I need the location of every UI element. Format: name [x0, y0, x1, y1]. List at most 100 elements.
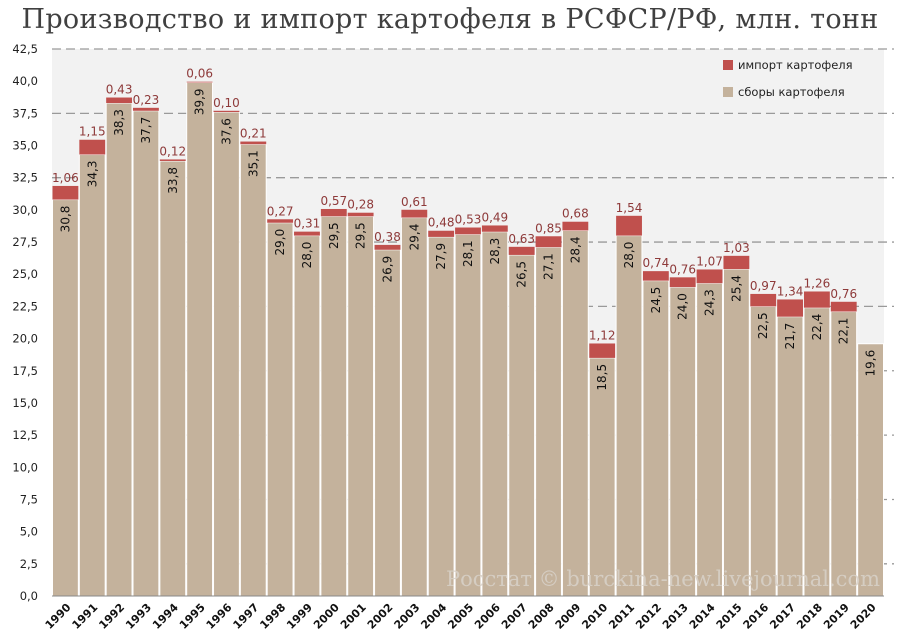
production-data-label: 22,1 [837, 318, 851, 345]
x-tick-label: 2003 [392, 601, 423, 632]
bar-import [106, 97, 133, 104]
x-tick-label: 1993 [123, 601, 154, 632]
bar-production [78, 154, 106, 597]
y-tick-label: 20,0 [12, 332, 38, 346]
bar-import [294, 231, 320, 236]
x-tick-label: 1999 [284, 601, 315, 632]
bar-production [454, 233, 482, 597]
y-tick-label: 42,5 [12, 42, 38, 56]
x-tick-label: 1996 [204, 601, 235, 632]
bar-import [803, 291, 830, 308]
production-data-label: 29,4 [407, 224, 421, 251]
bar-import [52, 185, 79, 200]
import-data-label: 0,21 [240, 127, 267, 141]
bar-import [723, 255, 750, 270]
bar-import [79, 139, 106, 155]
production-data-label: 18,5 [595, 364, 609, 391]
x-tick-label: 1997 [231, 601, 262, 632]
bar-import [320, 208, 347, 217]
bar-production [105, 102, 133, 597]
x-tick-label: 1998 [257, 601, 288, 632]
watermark: Росстат © burckina-new.livejournal.com [446, 567, 880, 591]
bar-import [347, 212, 374, 217]
legend-label-import: импорт картофеля [738, 58, 853, 72]
bar-production [159, 160, 187, 597]
import-data-label: 0,27 [267, 204, 294, 218]
bar-production [588, 357, 616, 597]
production-data-label: 27,9 [434, 243, 448, 270]
production-data-label: 37,7 [139, 117, 153, 144]
x-tick-label: 2015 [714, 601, 745, 632]
production-data-label: 28,0 [622, 242, 636, 269]
bar-production [52, 199, 79, 597]
bar-production [857, 343, 885, 597]
x-tick-label: 1991 [70, 601, 101, 632]
y-tick-label: 10,0 [12, 460, 38, 474]
y-tick-label: 7,5 [20, 492, 38, 506]
bar-production [830, 311, 858, 597]
bar-production [776, 316, 804, 597]
bar-production [400, 217, 428, 597]
bar-import [240, 141, 267, 145]
bar-production [696, 282, 723, 597]
import-data-label: 1,15 [79, 125, 106, 139]
production-data-label: 24,0 [676, 293, 690, 320]
bar-import [696, 269, 723, 284]
bar-import [213, 110, 240, 113]
import-data-label: 0,48 [428, 216, 455, 230]
y-tick-label: 2,5 [20, 557, 38, 571]
import-data-label: 1,03 [723, 241, 750, 255]
bar-import [133, 107, 159, 111]
x-tick-label: 2002 [365, 601, 396, 632]
import-data-label: 1,07 [696, 254, 723, 268]
bar-import [777, 299, 803, 317]
import-data-label: 0,68 [562, 207, 589, 221]
x-tick-label: 2001 [338, 601, 369, 632]
bar-import [481, 225, 508, 232]
x-tick-label: 2017 [767, 601, 798, 632]
production-data-label: 39,9 [193, 88, 207, 115]
bar-import [616, 215, 642, 236]
y-tick-label: 32,5 [12, 171, 38, 185]
y-tick-label: 0,0 [20, 589, 38, 603]
bar-import [830, 301, 857, 312]
production-data-label: 38,3 [112, 109, 126, 136]
production-data-label: 28,3 [488, 238, 502, 265]
import-data-label: 0,12 [159, 144, 186, 158]
import-data-label: 0,28 [347, 198, 374, 212]
bar-production [535, 246, 562, 597]
production-data-label: 26,9 [380, 256, 394, 283]
production-data-label: 37,6 [219, 118, 233, 145]
import-data-label: 1,54 [616, 201, 643, 215]
import-data-label: 0,63 [508, 232, 535, 246]
y-tick-label: 12,5 [12, 428, 38, 442]
x-tick-label: 1990 [43, 601, 74, 632]
legend-swatch-import [723, 60, 733, 70]
production-data-label: 24,3 [703, 289, 717, 316]
y-tick-label: 22,5 [12, 299, 38, 313]
x-tick-label: 2016 [740, 601, 771, 632]
bar-production [213, 111, 240, 597]
import-data-label: 0,38 [374, 230, 401, 244]
production-data-label: 27,1 [542, 253, 556, 280]
production-data-label: 35,1 [246, 150, 260, 177]
bar-production [293, 235, 321, 597]
import-data-label: 0,97 [750, 279, 777, 293]
production-data-label: 28,1 [461, 240, 475, 267]
bar-import [186, 81, 213, 83]
production-data-label: 34,3 [85, 161, 99, 188]
production-data-label: 19,6 [864, 350, 878, 377]
bar-import [267, 219, 294, 223]
import-data-label: 0,85 [535, 221, 562, 235]
legend-swatch-production [723, 87, 733, 97]
x-tick-label: 2000 [311, 601, 342, 632]
bar-import [401, 209, 428, 218]
x-tick-label: 1995 [177, 601, 208, 632]
import-data-label: 0,43 [106, 83, 133, 97]
y-tick-label: 37,5 [12, 106, 38, 120]
import-data-label: 0,23 [133, 93, 160, 107]
x-tick-label: 2020 [848, 601, 879, 632]
import-data-label: 1,12 [589, 328, 616, 342]
bar-import [428, 230, 455, 237]
x-tick-label: 2018 [794, 601, 825, 632]
